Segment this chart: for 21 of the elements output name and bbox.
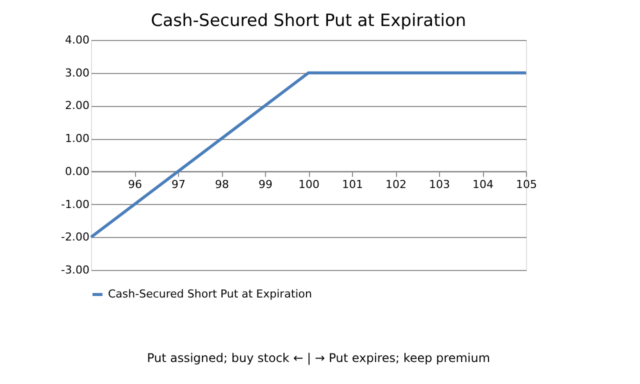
x-tick-label: 101 xyxy=(342,178,363,191)
y-tick-label: 0.00 xyxy=(65,164,90,178)
y-tick-label: -3.00 xyxy=(61,264,90,276)
legend-label: Cash-Secured Short Put at Expiration xyxy=(108,288,312,300)
x-tick-label: 104 xyxy=(472,178,494,191)
x-tick-label: 97 xyxy=(172,178,186,191)
y-tick-label: 4.00 xyxy=(65,34,90,46)
x-tick-label: 98 xyxy=(215,178,229,191)
y-tick-label: 3.00 xyxy=(65,66,90,80)
y-tick-label: -2.00 xyxy=(61,230,90,244)
y-tick-label: -1.00 xyxy=(61,198,90,211)
x-tick-label: 103 xyxy=(429,178,450,191)
text: Put assigned; buy stock ← | → Put expires; keep premium xyxy=(146,351,490,365)
chart-title: Cash-Secured Short Put at Expiration xyxy=(150,11,466,31)
x-tick-label: 105 xyxy=(516,178,537,191)
x-tick-label: 96 xyxy=(128,178,142,191)
x-tick-label: 102 xyxy=(386,178,406,191)
y-tick-label: 1.00 xyxy=(65,132,90,146)
x-tick-label: 100 xyxy=(298,178,320,191)
x-tick-label: 99 xyxy=(258,178,272,191)
y-tick-label: 2.00 xyxy=(65,99,90,112)
